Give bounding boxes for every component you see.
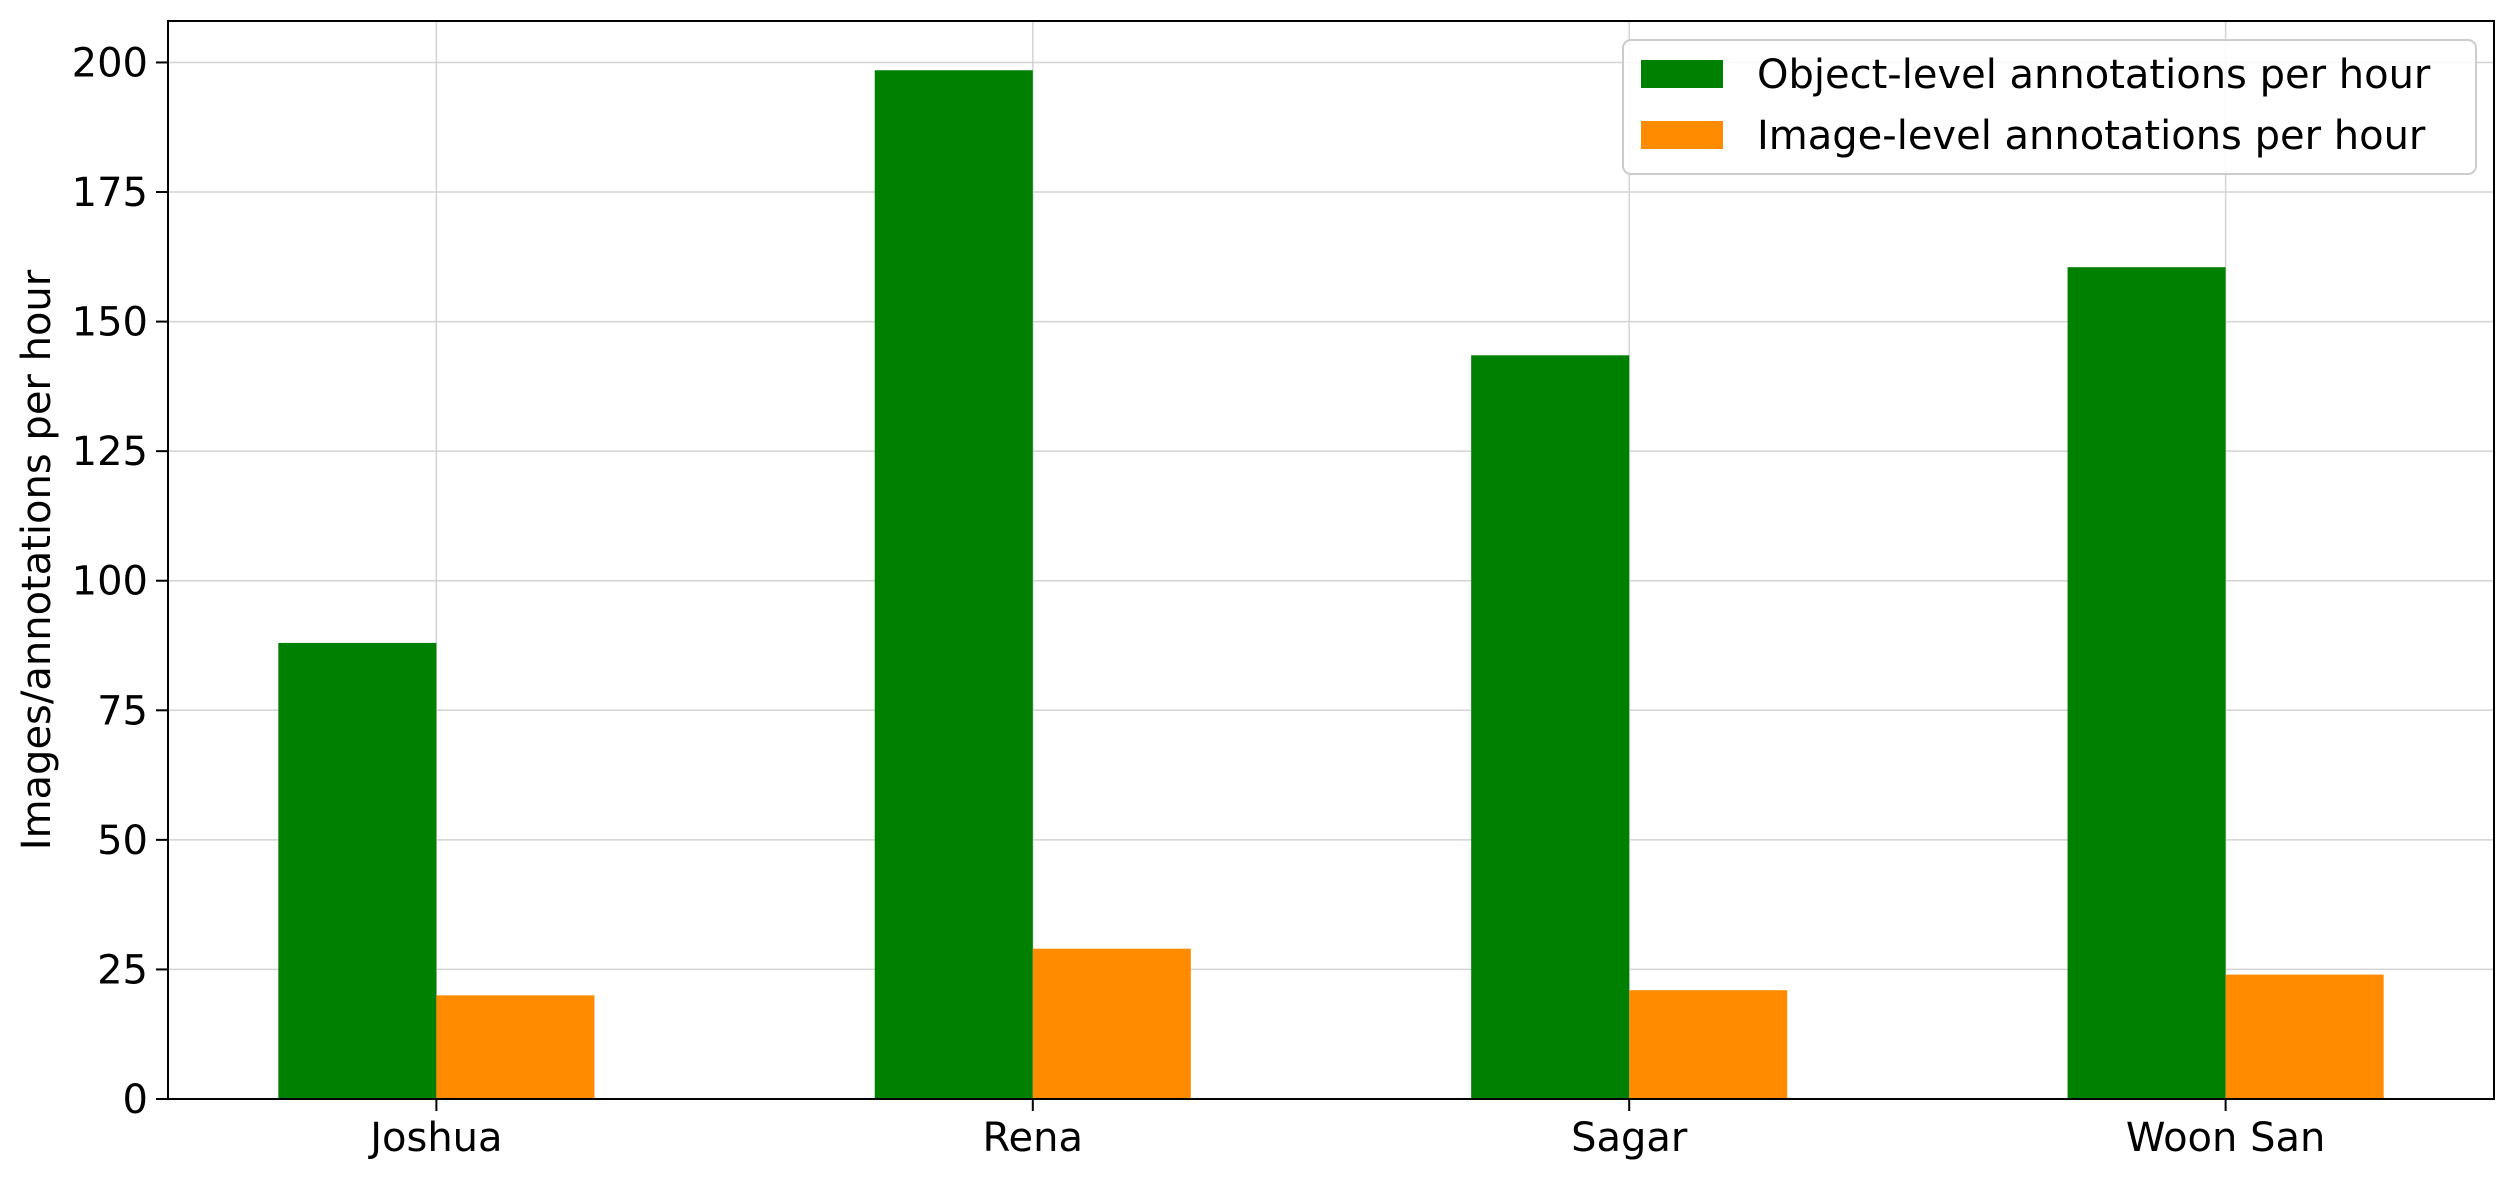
x-tick-label: Woon San [2126, 1115, 2325, 1161]
object-level-bar-sagar [1471, 355, 1630, 1099]
legend: Object-level annotations per hour Image-l… [1622, 39, 2477, 175]
image-level-bar-rena [1032, 948, 1191, 1099]
plot-frame [167, 20, 2495, 1100]
y-tick-label: 25 [97, 947, 148, 993]
x-tick-label: Sagar [1571, 1115, 1688, 1161]
object-level-bar-rena [874, 70, 1033, 1099]
axis-ticks: 0 25 50 75 100 125 150 175 200 Joshua Rena Sagar Woo… [72, 40, 2326, 1161]
legend-label: Object-level annotations per hour [1757, 52, 2431, 98]
x-tick-label: Rena [983, 1115, 1083, 1161]
object-level-bar-woon-san [2067, 267, 2226, 1100]
y-tick-label: 125 [72, 429, 148, 475]
y-axis-label: Images/annotations per hour [14, 269, 60, 850]
y-tick-label: 175 [72, 170, 148, 216]
legend-swatch [1641, 121, 1723, 149]
object-level-bar-joshua [278, 642, 437, 1099]
bars [278, 70, 2384, 1100]
y-tick-label: 50 [97, 818, 148, 864]
image-level-bar-woon-san [2225, 974, 2384, 1099]
image-level-bar-joshua [436, 995, 595, 1099]
y-tick-label: 150 [72, 300, 148, 346]
legend-box [1622, 39, 2477, 175]
y-tick-label: 100 [72, 559, 148, 605]
image-level-bar-sagar [1629, 990, 1788, 1099]
legend-swatch [1641, 60, 1723, 88]
x-tick-label: Joshua [367, 1115, 502, 1161]
legend-label: Image-level annotations per hour [1757, 113, 2426, 159]
y-tick-label: 0 [123, 1077, 148, 1123]
y-tick-label: 200 [72, 40, 148, 86]
y-tick-label: 75 [97, 688, 148, 734]
